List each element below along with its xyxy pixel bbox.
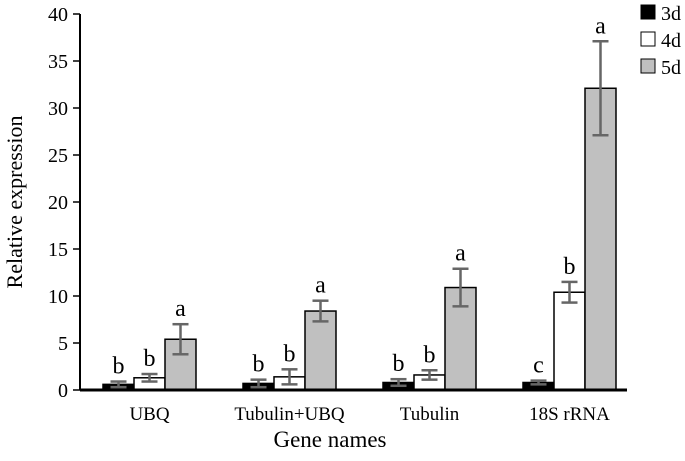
legend-swatch-3d [640,4,656,20]
significance-letter: c [533,353,544,379]
significance-letter: a [595,13,606,39]
legend-label: 3d [661,3,681,25]
significance-letter: b [564,254,576,280]
significance-letter: a [315,273,326,299]
y-tick-label: 35 [48,51,68,73]
legend-swatch-5d [640,58,656,74]
y-tick-label: 40 [48,4,68,26]
significance-letter: a [455,241,466,267]
y-tick-label: 10 [48,286,68,308]
significance-letter: b [144,346,156,372]
y-axis-label: Relative expression [2,116,27,289]
y-tick-label: 5 [58,333,68,355]
legend-label: 5d [661,57,681,79]
y-tick-label: 25 [48,145,68,167]
y-tick-label: 0 [58,380,68,402]
significance-letter: b [424,342,436,368]
y-tick-label: 20 [48,192,68,214]
bar-5d [304,310,337,391]
x-tick-label: UBQ [129,404,169,425]
x-tick-label: Tubulin+UBQ [234,404,345,425]
significance-letter: b [253,352,265,378]
legend-label: 4d [661,30,681,52]
x-axis-label: Gene names [273,427,386,452]
significance-letter: b [284,341,296,367]
significance-letter: a [175,296,186,322]
significance-letter: b [113,354,125,380]
x-tick-label: 18S rRNA [529,404,610,425]
significance-letter: b [393,351,405,377]
x-tick-label: Tubulin [400,404,460,425]
legend-swatch-4d [640,31,656,47]
y-tick-label: 15 [48,239,68,261]
y-tick-label: 30 [48,98,68,120]
bar-4d [553,291,586,391]
